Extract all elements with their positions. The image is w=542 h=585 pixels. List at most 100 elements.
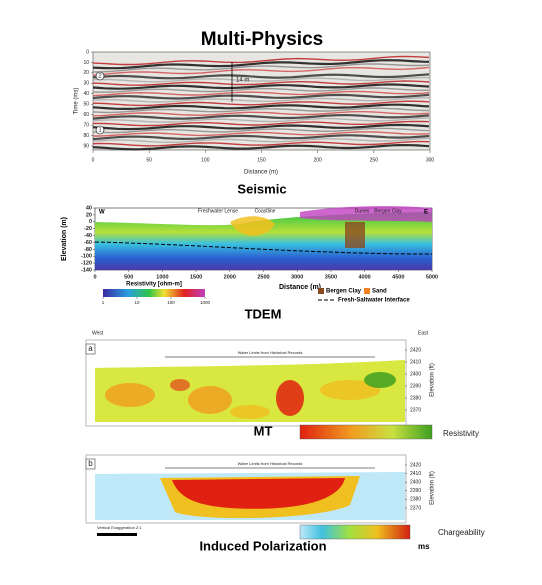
tick-label: 2370 bbox=[410, 505, 421, 511]
reflection bbox=[92, 107, 430, 114]
mt-blob bbox=[188, 386, 232, 414]
panel-tag bbox=[85, 343, 96, 355]
reflection bbox=[93, 131, 430, 137]
annotation: Bergen Clay bbox=[374, 208, 402, 214]
tick-label: 3500 bbox=[325, 274, 337, 280]
panel-label: MT bbox=[254, 423, 273, 438]
tick-label: 80 bbox=[83, 133, 89, 139]
reflection bbox=[92, 59, 430, 70]
tick-label: 50 bbox=[146, 157, 152, 163]
tick-label: -20 bbox=[84, 226, 92, 232]
tick-label: 100 bbox=[201, 157, 210, 163]
reflection bbox=[92, 83, 430, 90]
tick-label: 300 bbox=[426, 157, 435, 163]
tick-label: 2500 bbox=[257, 274, 269, 280]
reflection bbox=[92, 117, 430, 123]
x-axis-label: Distance (m) bbox=[244, 170, 278, 176]
colorbar-label: Resistivity [ohm-m] bbox=[126, 282, 182, 288]
legend-swatch bbox=[364, 288, 370, 294]
mt-anomalies bbox=[105, 372, 396, 419]
mt-section bbox=[95, 360, 405, 422]
tick-label: 2370 bbox=[410, 407, 421, 413]
tick-label: 2410 bbox=[410, 359, 421, 365]
tick-label: 250 bbox=[370, 157, 379, 163]
tick-label: 10 bbox=[134, 300, 140, 305]
tick-label: 2390 bbox=[410, 488, 421, 494]
tick-label: 90 bbox=[83, 143, 89, 149]
note: Water Limits from Historical Records bbox=[238, 350, 303, 355]
note: Water Limits from Historical Records bbox=[238, 461, 303, 466]
panel-tag-label: b bbox=[88, 459, 93, 468]
mt-blob bbox=[105, 383, 155, 407]
annotation: Coastline bbox=[255, 208, 276, 214]
tick-label: 100 bbox=[167, 300, 175, 305]
reflection bbox=[92, 73, 430, 80]
legend-label: Fresh-Saltwater Interface bbox=[338, 298, 410, 304]
clay-block bbox=[345, 222, 365, 248]
tick-label: 2420 bbox=[410, 347, 421, 353]
legend-label: Sand bbox=[372, 289, 387, 295]
reflection bbox=[93, 120, 430, 127]
tick-label: -120 bbox=[81, 261, 92, 267]
mt-blob bbox=[230, 405, 270, 419]
tick-label: 0 bbox=[86, 49, 89, 55]
tick-label: -100 bbox=[81, 254, 92, 260]
reflection bbox=[92, 66, 430, 76]
marker-label: 1 bbox=[98, 128, 102, 134]
reflection bbox=[92, 80, 430, 86]
reflection bbox=[92, 93, 430, 100]
colorbar-label: Chargeability bbox=[438, 528, 485, 537]
tick-label: -80 bbox=[84, 247, 92, 253]
tick-label: 4000 bbox=[358, 274, 370, 280]
west-label: W bbox=[99, 210, 105, 216]
panel-tag-label: a bbox=[88, 344, 93, 353]
tick-label: 2000 bbox=[224, 274, 236, 280]
interface-line bbox=[94, 241, 433, 255]
tick-label: 1500 bbox=[190, 274, 202, 280]
y-axis-label: Time (ms) bbox=[74, 88, 80, 115]
ip-anomaly-core bbox=[172, 478, 345, 509]
legend-label: Bergen Clay bbox=[326, 289, 362, 295]
seismic-reflections bbox=[92, 55, 430, 151]
reflection bbox=[92, 137, 430, 143]
colorbar-label: Resistivity bbox=[443, 429, 479, 438]
tick-label: 2380 bbox=[410, 497, 421, 503]
tick-label: 20 bbox=[83, 70, 89, 76]
scale-bar bbox=[97, 533, 137, 536]
reflection bbox=[92, 97, 429, 103]
annotation: Dunes bbox=[355, 208, 370, 214]
panel-label: TDEM bbox=[245, 306, 282, 321]
x-axis-label: Distance (m) bbox=[279, 284, 321, 291]
tick-label: 0 bbox=[89, 219, 92, 225]
tick-label: 5000 bbox=[426, 274, 438, 280]
tdem-anomaly bbox=[230, 216, 275, 236]
marker bbox=[95, 125, 105, 135]
tick-label: 0 bbox=[93, 274, 96, 280]
east-label: E bbox=[424, 210, 428, 216]
unit-label: ms bbox=[418, 542, 430, 551]
reflection bbox=[93, 63, 430, 73]
colorbar bbox=[103, 289, 205, 297]
tick-label: 200 bbox=[313, 157, 322, 163]
tick-label: 4500 bbox=[392, 274, 404, 280]
tick-label: 2400 bbox=[410, 480, 421, 486]
tick-label: -140 bbox=[81, 267, 92, 273]
reflection bbox=[92, 100, 430, 107]
tick-label: 1000 bbox=[200, 300, 211, 305]
colorbar bbox=[299, 424, 433, 440]
tick-label: 0 bbox=[92, 157, 95, 163]
reflection bbox=[92, 127, 430, 134]
tick-label: 40 bbox=[83, 91, 89, 97]
colorbar bbox=[299, 524, 411, 540]
tick-label: -60 bbox=[84, 240, 92, 246]
marker bbox=[95, 71, 105, 81]
tick-label: 1000 bbox=[156, 274, 168, 280]
reflection bbox=[92, 90, 430, 97]
scale-note: Vertical Exaggeration 2:1 bbox=[97, 525, 142, 530]
panel-label: Induced Polarization bbox=[199, 538, 326, 553]
title: Multi-Physics bbox=[201, 29, 323, 50]
reflection bbox=[92, 111, 430, 117]
reflection bbox=[92, 134, 430, 141]
